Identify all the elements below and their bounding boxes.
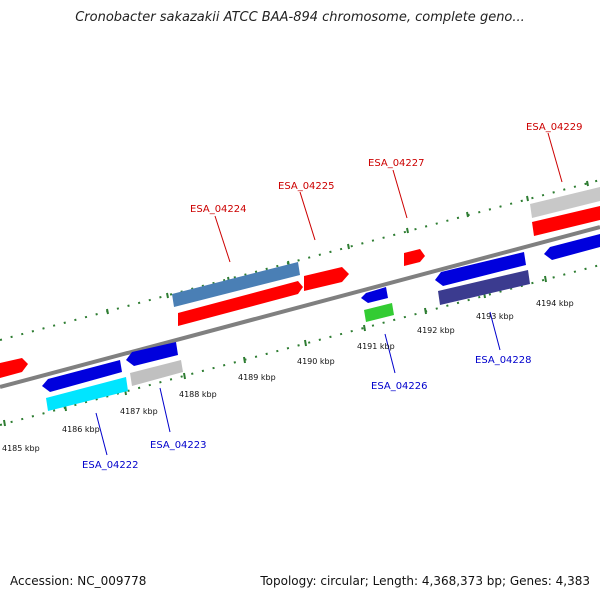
gene-arrow-esa-04227[interactable] — [404, 249, 425, 266]
gene-arrow-steelblue[interactable] — [172, 262, 300, 307]
gene-arrow-grey-top[interactable] — [530, 187, 600, 218]
gene-label-esa-04226[interactable]: ESA_04226 — [371, 381, 428, 392]
gene-arrow-esa-04225[interactable] — [304, 267, 349, 291]
tick-label-4191: 4191 kbp — [357, 342, 395, 351]
connector-esa-04229 — [547, 132, 563, 183]
connector-esa-04226 — [384, 333, 396, 374]
gene-arrow-esa-04228[interactable] — [438, 270, 530, 305]
gene-arrow-esa-04223[interactable] — [130, 360, 183, 386]
gene-arrow-blue-small[interactable] — [361, 287, 388, 303]
connector-esa-04228 — [489, 311, 501, 351]
tick-label-4185: 4185 kbp — [2, 444, 40, 453]
tick-label-4186: 4186 kbp — [62, 425, 100, 434]
gene-label-esa-04223[interactable]: ESA_04223 — [150, 440, 207, 451]
gene-label-esa-04222[interactable]: ESA_04222 — [82, 460, 139, 471]
gene-arrow-esa-04222[interactable] — [46, 377, 128, 411]
gene-arrow-left-edge-red[interactable] — [0, 358, 28, 378]
tick-label-4187: 4187 kbp — [120, 407, 158, 416]
connector-esa-04224 — [214, 215, 231, 263]
gene-arrow-esa-04228-blue[interactable] — [435, 252, 526, 286]
gene-label-esa-04227[interactable]: ESA_04227 — [368, 158, 425, 169]
gene-label-esa-04224[interactable]: ESA_04224 — [190, 204, 247, 215]
connector-esa-04225 — [299, 191, 316, 241]
tick-label-4192: 4192 kbp — [417, 326, 455, 335]
gene-arrow-blue-mid[interactable] — [126, 342, 178, 366]
chromosome-backbone — [0, 225, 600, 389]
tick-label-4189: 4189 kbp — [238, 373, 276, 382]
gene-arrow-esa-04226[interactable] — [364, 303, 394, 322]
tick-label-4188: 4188 kbp — [179, 390, 217, 399]
lower-tick-track — [0, 264, 600, 426]
accession-label: Accession: NC_009778 — [10, 574, 147, 588]
gene-label-esa-04228[interactable]: ESA_04228 — [475, 355, 532, 366]
map-title: Cronobacter sakazakii ATCC BAA-894 chrom… — [75, 10, 525, 25]
connector-esa-04223 — [159, 387, 171, 433]
gene-arrow-blue-right[interactable] — [544, 234, 600, 260]
connector-esa-04227 — [392, 169, 408, 219]
connector-esa-04222 — [95, 412, 108, 456]
tick-label-4193: 4193 kbp — [476, 312, 514, 321]
upper-tick-track — [0, 179, 600, 341]
gene-label-esa-04225[interactable]: ESA_04225 — [278, 181, 335, 192]
tick-label-4194: 4194 kbp — [536, 299, 574, 308]
gene-arrow-blue-left[interactable] — [42, 360, 122, 392]
gene-arrow-esa-04229[interactable] — [532, 206, 600, 236]
topology-summary: Topology: circular; Length: 4,368,373 bp… — [260, 574, 590, 588]
gene-label-esa-04229[interactable]: ESA_04229 — [526, 122, 583, 133]
tick-label-4190: 4190 kbp — [297, 357, 335, 366]
gene-arrow-esa-04224-body[interactable] — [178, 281, 303, 326]
